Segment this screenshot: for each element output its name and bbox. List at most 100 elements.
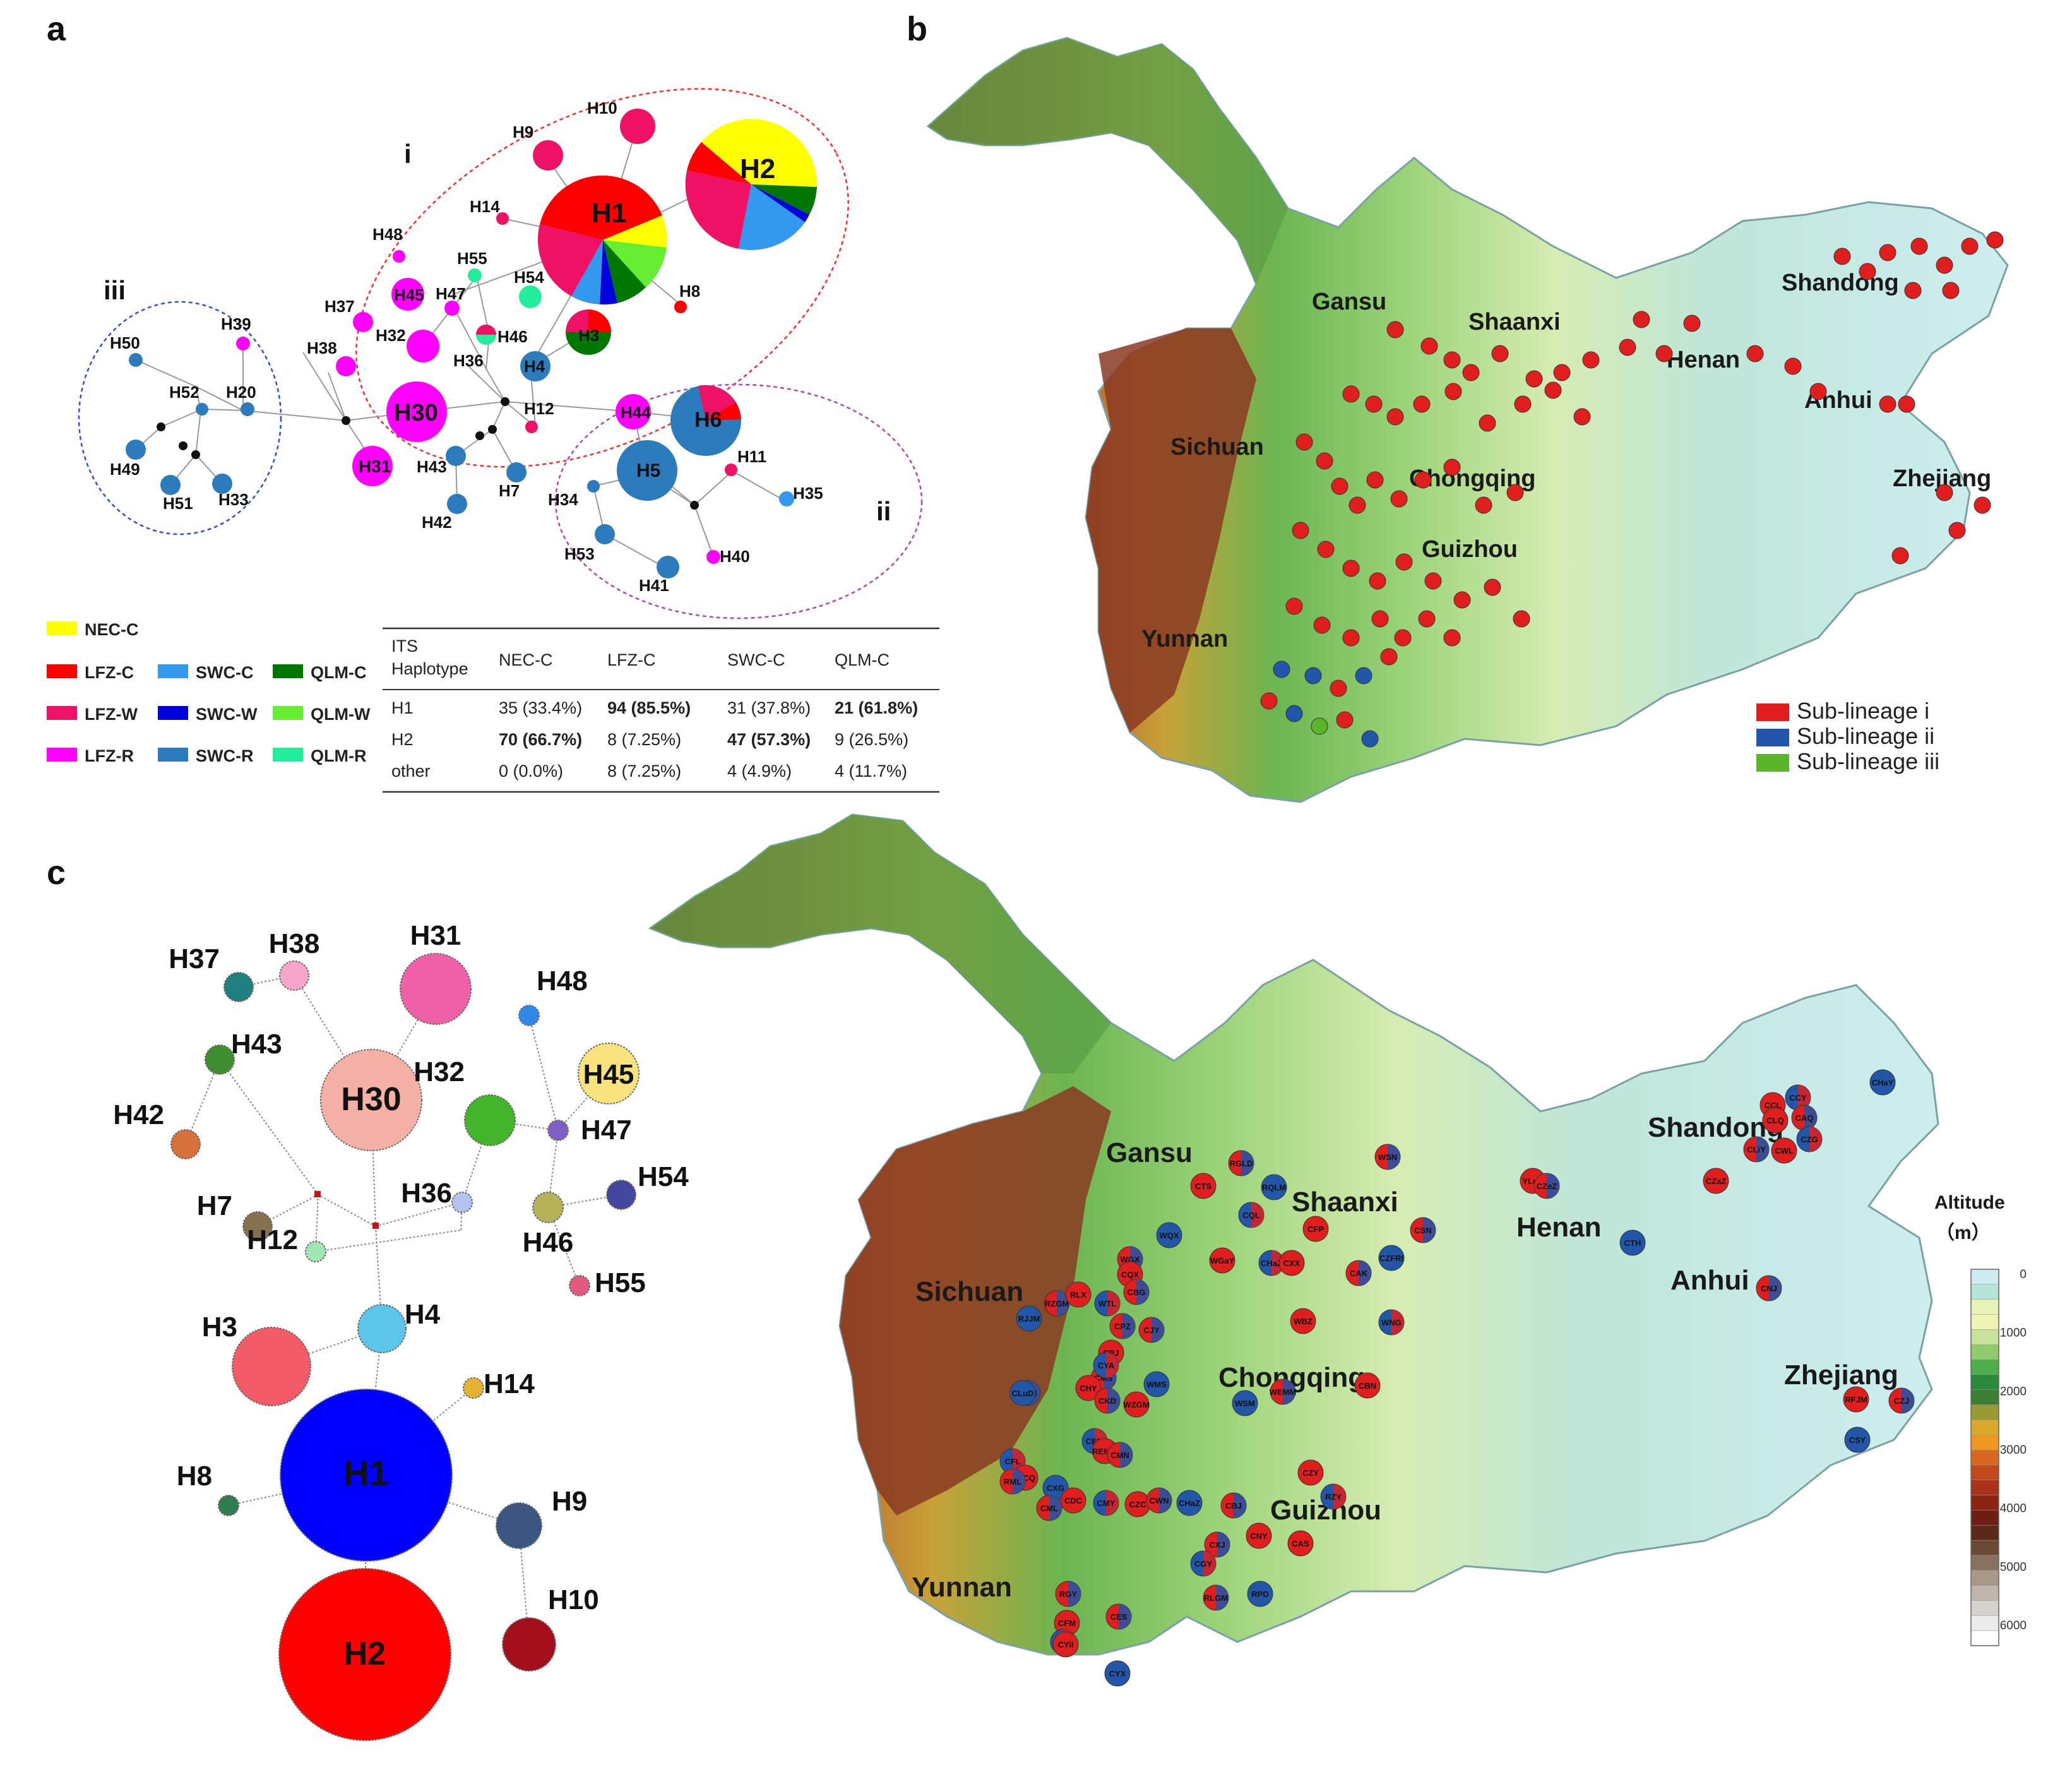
- site-label: CAS: [1292, 1539, 1309, 1548]
- sample-sites-b: [1260, 231, 2004, 748]
- haplotype-H7: H7: [197, 1190, 273, 1242]
- site-cmn: CMN: [1107, 1442, 1133, 1468]
- haplotype-H45: H45: [391, 278, 424, 311]
- table-header-lfz: LFZ-C: [607, 650, 656, 669]
- site-cdc: CDC: [1060, 1487, 1087, 1514]
- legend-label: Sub-lineage iii: [1797, 748, 1939, 774]
- site-label: WTL: [1099, 1299, 1116, 1308]
- legend-item-qlm-w: QLM-W: [273, 705, 371, 724]
- haplotype-H1: H1: [280, 1389, 453, 1562]
- legend-label: SWC-R: [196, 746, 253, 765]
- svg-text:H12: H12: [524, 399, 554, 418]
- haplotype-node: [242, 1211, 273, 1242]
- altitude-tick-label: 1000: [2000, 1327, 2027, 1340]
- site-rgld: RGLD: [1228, 1150, 1254, 1176]
- panel-a-haplotype-nodes: H1 H2 H3: [110, 99, 823, 595]
- panel-label-b: b: [907, 10, 927, 48]
- site-marker-half: [1136, 1279, 1149, 1305]
- sample-site-marker: [1974, 496, 1991, 514]
- sample-site-marker: [1292, 522, 1309, 539]
- haplotype-label: H8: [177, 1461, 212, 1492]
- svg-text:H35: H35: [793, 484, 823, 503]
- site-label: CNJ: [1761, 1284, 1777, 1293]
- haplotype-H44: H44: [616, 394, 651, 429]
- site-label: CSN: [1414, 1226, 1431, 1235]
- sample-site-marker: [1898, 395, 1915, 413]
- group-ring-iii: [78, 301, 282, 536]
- legend-label: Sub-lineage ii: [1797, 723, 1934, 749]
- altitude-ticks: 0 1000 2000 3000 4000 5000 6000: [2000, 1268, 2027, 1632]
- table-cell: 47 (57.3%): [727, 730, 811, 749]
- site-label: CDC: [1064, 1496, 1083, 1505]
- sample-site-marker: [1633, 311, 1650, 328]
- haplotype-H4: H4: [520, 351, 551, 381]
- haplotype-label: H10: [548, 1584, 599, 1615]
- site-label: CTS: [1195, 1182, 1212, 1191]
- median-vectors: [157, 397, 699, 510]
- group-label-ii: ii: [876, 496, 891, 526]
- sample-site-marker: [1942, 282, 1960, 299]
- pie-slice: [538, 224, 603, 296]
- site-czfri: CZFRI: [1378, 1245, 1405, 1271]
- site-label: CYil: [1058, 1640, 1074, 1649]
- site-cwn: CWN: [1146, 1487, 1172, 1514]
- haplotype-H37: H37: [169, 943, 254, 1002]
- table-row: H2 70 (66.7%) 8 (7.25%) 47 (57.3%) 9 (26.5%): [391, 730, 908, 749]
- table-header-its: ITS: [391, 637, 418, 655]
- haplotype-H50: H50: [110, 333, 143, 367]
- site-marker-half: [1769, 1276, 1782, 1301]
- sample-site-marker: [1879, 395, 1896, 413]
- legend-item-qlm-r: QLM-R: [273, 746, 366, 765]
- site-label: CPZ: [1114, 1322, 1131, 1331]
- sample-site-marker: [1342, 629, 1360, 647]
- site-marker-half: [1217, 1532, 1230, 1557]
- altitude-swatch: [1970, 1600, 1999, 1617]
- sample-site-marker: [1891, 547, 1909, 565]
- legend-label: LFZ-R: [85, 746, 134, 765]
- haplotype-label: H2: [344, 1636, 386, 1672]
- site-label: CML: [1040, 1504, 1058, 1513]
- sample-site-marker: [1295, 433, 1313, 451]
- haplotype-label: H45: [583, 1059, 634, 1090]
- site-ckd: CKD: [1094, 1387, 1121, 1414]
- site-cas: CAS: [1287, 1530, 1314, 1557]
- haplotype-node: [205, 1044, 235, 1075]
- pie-slice: [687, 142, 751, 184]
- haplotype-label: H43: [231, 1029, 282, 1060]
- site-clq: CLQ: [1762, 1107, 1789, 1134]
- site-label: CBG: [1128, 1288, 1146, 1297]
- haplotype-H49: H49: [110, 440, 146, 479]
- site-marker: [1261, 1174, 1287, 1200]
- legend-label: QLM-C: [311, 663, 366, 682]
- haplotype-node: [320, 1049, 422, 1151]
- site-czy: CZY: [1297, 1459, 1324, 1486]
- site-wzgm: WZGM: [1123, 1391, 1150, 1418]
- site-marker: [1143, 1371, 1170, 1397]
- sample-site-marker: [1453, 591, 1471, 609]
- site-label: CMN: [1110, 1451, 1129, 1460]
- site-clud: CLuD: [1009, 1380, 1036, 1406]
- sample-site-marker: [1655, 345, 1673, 362]
- haplotype-node: [569, 1275, 590, 1296]
- altitude-swatch: [1970, 1495, 1999, 1511]
- site-marker-half: [1756, 1137, 1769, 1162]
- svg-text:H39: H39: [221, 314, 251, 333]
- site-label: CZG: [1801, 1135, 1818, 1144]
- legend-swatch: [1756, 729, 1789, 746]
- haplotype-label: H7: [197, 1190, 232, 1221]
- altitude-swatch: [1970, 1269, 1999, 1285]
- legend-swatch: [273, 748, 303, 762]
- haplotype-node: [547, 1120, 569, 1141]
- sample-site-marker: [1904, 282, 1922, 299]
- sample-site-marker: [1746, 345, 1764, 362]
- site-cak: CAK: [1345, 1260, 1372, 1286]
- haplotype-node: [278, 1568, 451, 1741]
- haplotype-node: [463, 1377, 484, 1399]
- site-cgy: CGY: [1190, 1550, 1217, 1577]
- altitude-swatch: [1970, 1344, 1999, 1360]
- province-label-zhejiang: Zhejiang: [1784, 1360, 1898, 1391]
- site-ccy: CCY: [1785, 1084, 1811, 1111]
- site-label: CAQ: [1795, 1113, 1814, 1123]
- site-label: CKD: [1099, 1396, 1116, 1406]
- site-chaz2: CHaZ: [1176, 1490, 1203, 1516]
